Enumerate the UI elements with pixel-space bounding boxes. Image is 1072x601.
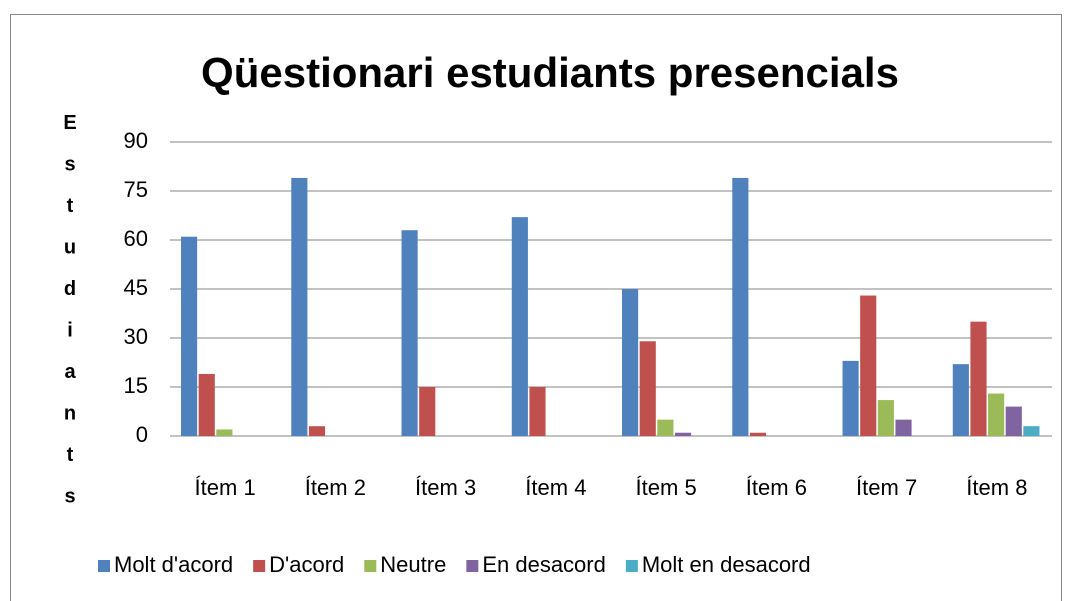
bar [419,387,436,436]
bar [674,432,692,436]
bar [952,364,969,436]
y-tick-label: 90 [124,128,148,153]
legend-label: En desacord [482,552,606,577]
legend-label: Molt en desacord [642,552,811,577]
chart-title: Qüestionari estudiants presencials [201,49,899,96]
bar [1023,426,1040,436]
y-tick-label: 15 [124,373,148,398]
legend-swatch [625,560,638,572]
x-tick-label: Ítem 3 [415,475,476,500]
x-tick-label: Ítem 4 [525,475,586,500]
bar [749,432,767,436]
bar [401,230,418,436]
legend-swatch [364,560,377,572]
legend-label: D'acord [269,552,344,577]
legend-swatch [466,560,479,572]
bar [511,217,528,436]
bar [732,177,749,436]
x-tick-label: Ítem 1 [195,475,256,500]
bar [657,419,674,436]
bar [181,236,198,436]
bar [895,419,912,436]
y-tick-label: 75 [124,177,148,202]
legend-swatch [253,560,266,572]
bar [291,177,308,436]
bar [842,360,859,436]
bar [529,387,546,436]
bar [860,295,877,436]
x-tick-label: Ítem 7 [856,475,917,500]
legend-label: Molt d'acord [114,552,233,577]
bar [639,341,656,436]
bar [1005,406,1022,436]
chart-border [10,14,1062,601]
bar [988,393,1005,436]
y-tick-label: 60 [124,226,148,251]
x-tick-label: Ítem 8 [966,475,1027,500]
y-tick-label: 45 [124,275,148,300]
legend-swatch [98,560,110,572]
y-tick-label: 30 [124,324,148,349]
x-tick-label: Ítem 5 [636,475,697,500]
x-tick-label: Ítem 2 [305,475,366,500]
y-tick-label: 0 [136,422,148,447]
bar [622,289,639,436]
bar [216,429,233,436]
bar [308,426,326,436]
bar [970,321,987,436]
bar [198,373,215,436]
y-axis-label: Estudiants [59,111,81,527]
legend-label: Neutre [380,552,446,577]
bar [877,400,894,436]
x-tick-label: Ítem 6 [746,475,807,500]
